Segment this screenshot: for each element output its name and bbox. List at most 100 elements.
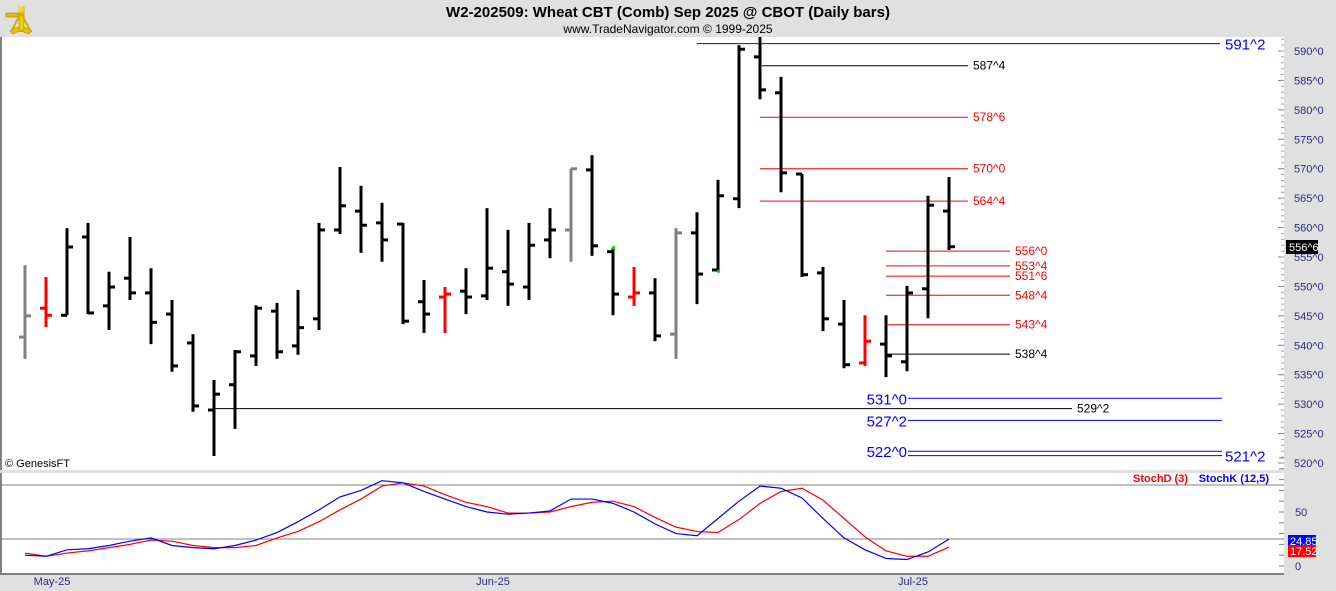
level-label: 564^4: [973, 194, 1006, 208]
signal-marker: [717, 269, 720, 273]
level-label: 531^0: [867, 391, 907, 408]
ohlc-bar: [250, 305, 262, 366]
ohlc-bar: [733, 45, 745, 209]
stoch-tick-label: 50: [1295, 507, 1307, 519]
price-tick-label: 570^0: [1294, 164, 1324, 176]
level-label: 591^2: [1225, 37, 1265, 54]
price-tick-label: 540^0: [1294, 340, 1324, 352]
last-k-tag: [1288, 535, 1316, 547]
level-label: 587^4: [973, 59, 1006, 73]
date-label: May-25: [34, 576, 71, 588]
ohlc-bar: [901, 285, 913, 372]
price-axis[interactable]: 590^0 585^0 580^0 575^0 570^0 565^0 560^0 555^0…: [1278, 38, 1324, 470]
level-label: 570^0: [973, 162, 1006, 176]
last-d-tag: [1288, 545, 1316, 557]
price-tick-label: 580^0: [1294, 105, 1324, 117]
ohlc-bar: [586, 155, 598, 256]
ohlc-bar: [817, 267, 829, 332]
last-price-tag: [1286, 240, 1318, 254]
date-label: Jun-25: [476, 576, 510, 588]
level-label: 522^0: [867, 444, 907, 461]
ohlc-bar: [103, 271, 115, 330]
ohlc-bar: [607, 246, 619, 316]
price-tick-label: 550^0: [1294, 281, 1324, 293]
last-d-label: 17.52: [1290, 546, 1318, 558]
ohlc-bar: [82, 222, 94, 315]
stoch-axis[interactable]: 50 0: [1279, 457, 1307, 573]
ohlc-bar: [502, 229, 514, 306]
ohlc-bar: [187, 334, 199, 412]
price-tick-label: 575^0: [1294, 134, 1324, 146]
stoch-gridlines: [0, 484, 1284, 540]
level-label: 578^6: [973, 110, 1006, 124]
level-label: 551^6: [1015, 269, 1048, 283]
last-price-label: 556^6: [1289, 242, 1319, 254]
ohlc-bar: [565, 167, 577, 262]
ohlc-bar: [355, 185, 367, 253]
ohlc-bar: [712, 179, 724, 273]
signal-marker: [612, 246, 615, 250]
ohlc-bar: [523, 222, 535, 300]
ohlc-bar: [61, 228, 73, 317]
ohlc-bar: [460, 268, 472, 315]
ohlc-bar: [670, 228, 682, 359]
ohlc-bar: [880, 315, 892, 378]
level-label: 529^2: [1077, 402, 1110, 416]
ohlc-bar: [40, 277, 52, 328]
ohlc-bar: [376, 202, 388, 262]
ohlc-bar: [292, 289, 304, 355]
price-tick-label: 565^0: [1294, 193, 1324, 205]
legend-stochk: StochK (12,5): [1199, 473, 1270, 485]
ohlc-bar: [796, 172, 808, 278]
ohlc-bar: [124, 236, 136, 300]
ohlc-bar: [271, 302, 283, 359]
ohlc-bar: [334, 166, 346, 235]
level-label: 548^4: [1015, 288, 1048, 302]
ohlc-bar: [19, 265, 31, 359]
price-tick-label: 555^0: [1294, 252, 1324, 264]
copyright-label: © GenesisFT: [5, 458, 70, 470]
level-label: 543^4: [1015, 318, 1048, 332]
ohlc-bar: [691, 212, 703, 305]
ohlc-bar: [145, 268, 157, 345]
level-label: 521^2: [1225, 449, 1265, 466]
price-tick-label: 590^0: [1294, 46, 1324, 58]
price-tick-label: 585^0: [1294, 75, 1324, 87]
ohlc-bar: [397, 222, 409, 325]
ohlc-bar: [754, 37, 766, 100]
ohlc-bar: [838, 299, 850, 369]
price-tick-label: 530^0: [1294, 399, 1324, 411]
price-tick-label: 545^0: [1294, 311, 1324, 323]
stoch-tick-label: 0: [1295, 561, 1301, 573]
ohlc-bar: [229, 350, 241, 429]
ohlc-bar: [166, 299, 178, 372]
price-tick-label: 525^0: [1294, 429, 1324, 441]
chart-title: W2-202509: Wheat CBT (Comb) Sep 2025 @ C…: [446, 4, 890, 21]
ohlc-bar: [922, 195, 934, 319]
legend-stochd: StochD (3): [1133, 473, 1188, 485]
price-tick-label: 560^0: [1294, 223, 1324, 235]
ohlc-bar: [481, 208, 493, 300]
price-tick-label: 535^0: [1294, 370, 1324, 382]
stochastic-panel: [0, 473, 1284, 574]
ohlc-bar: [418, 279, 430, 333]
date-label: Jul-25: [898, 576, 928, 588]
price-bars: [19, 37, 955, 456]
level-label: 527^2: [867, 413, 907, 430]
level-label: 556^0: [1015, 244, 1048, 258]
ohlc-bar: [943, 176, 955, 250]
date-axis: May-25 Jun-25 Jul-25: [34, 576, 928, 588]
ohlc-bar: [859, 315, 871, 366]
ohlc-bar: [628, 267, 640, 306]
ohlc-bar: [439, 287, 451, 333]
price-tick-label: 520^0: [1294, 458, 1324, 470]
level-lines: 591^2 587^4 578^6 570^0 564^4 556^0553^4551^6…: [214, 37, 1265, 466]
ohlc-bar: [208, 380, 220, 456]
sextant-icon: [5, 6, 33, 35]
chart-subtitle: www.TradeNavigator.com © 1999-2025: [562, 22, 772, 36]
level-label: 538^4: [1015, 347, 1048, 361]
ohlc-bar: [775, 76, 787, 193]
ohlc-bar: [313, 222, 325, 330]
ohlc-bar: [649, 278, 661, 342]
